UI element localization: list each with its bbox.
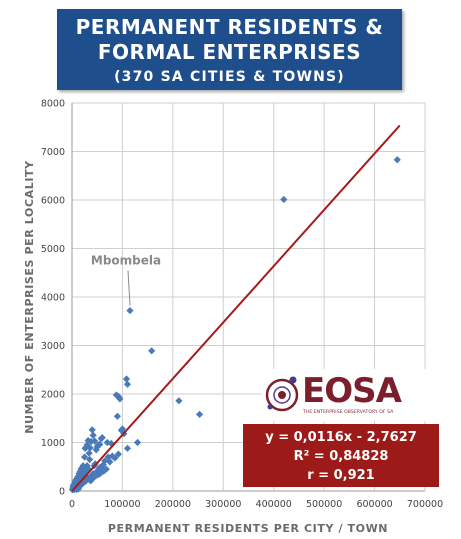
data-point xyxy=(111,454,119,462)
data-point xyxy=(108,452,116,460)
data-point xyxy=(96,464,104,472)
y-tick-labels: 0 1000 2000 3000 4000 5000 6000 7000 8000 xyxy=(41,99,65,498)
title-line-2: FORMAL ENTERPRISES xyxy=(97,40,362,64)
data-point xyxy=(126,306,134,315)
chart-title-box: PERMANENT RESIDENTS & FORMAL ENTERPRISES… xyxy=(57,9,402,90)
data-point xyxy=(86,455,94,464)
data-point xyxy=(88,426,96,434)
r-squared: R² = 0,84828 xyxy=(293,449,389,464)
y-tick-label: 8000 xyxy=(41,99,65,110)
data-point xyxy=(106,458,114,466)
x-tick-label: 500000 xyxy=(306,499,342,510)
y-tick-label: 2000 xyxy=(41,390,65,401)
data-point xyxy=(81,453,89,461)
data-point xyxy=(89,431,97,439)
x-tick-labels: 0 100000 200000 300000 400000 500000 600000 700… xyxy=(69,499,443,510)
data-point xyxy=(93,443,101,451)
y-tick-label: 3000 xyxy=(41,341,65,352)
data-point xyxy=(195,410,204,418)
y-axis-title: NUMBER OF ENTERPRISES PER LOCALITY xyxy=(23,160,36,434)
data-point xyxy=(92,446,100,454)
trendline xyxy=(71,124,401,492)
data-point xyxy=(104,453,112,461)
logo-tagline: THE ENTERPRISE OBSERVATORY OF SA xyxy=(303,410,394,415)
y-tick-label: 1000 xyxy=(41,438,65,449)
data-point xyxy=(123,380,132,388)
data-point xyxy=(114,450,122,458)
correlation-r: r = 0,921 xyxy=(307,468,375,483)
logo-text: EOSA xyxy=(302,371,402,411)
data-point xyxy=(148,347,156,355)
x-tick-label: 0 xyxy=(69,499,75,510)
data-point xyxy=(85,449,93,457)
title-line-1: PERMANENT RESIDENTS & xyxy=(75,15,384,39)
data-point xyxy=(113,412,121,420)
data-point xyxy=(86,444,94,452)
regression-equation: y = 0,0116x - 2,7627 xyxy=(265,430,417,445)
data-point xyxy=(393,156,401,164)
data-point xyxy=(175,397,183,405)
data-point xyxy=(102,465,110,473)
data-point xyxy=(79,462,87,470)
annotation-leader-line xyxy=(127,270,131,306)
x-tick-label: 400000 xyxy=(256,499,292,510)
data-point xyxy=(87,437,95,446)
data-point xyxy=(83,462,91,470)
chart-subtitle: (370 SA CITIES & TOWNS) xyxy=(114,69,345,85)
data-point xyxy=(116,395,124,403)
data-point xyxy=(81,444,89,452)
y-tick-label: 5000 xyxy=(41,244,65,255)
y-tick-label: 4000 xyxy=(41,293,65,304)
regression-box: y = 0,0116x - 2,7627 R² = 0,84828 r = 0,… xyxy=(243,424,439,487)
annotation-mbombela: Mbombela xyxy=(91,254,161,268)
data-point xyxy=(92,472,100,480)
data-point xyxy=(280,195,288,204)
data-point xyxy=(123,444,132,452)
y-tick-label: 7000 xyxy=(41,147,65,158)
data-point xyxy=(91,437,99,445)
x-axis-title: PERMANENT RESIDENTS PER CITY / TOWN xyxy=(108,522,388,535)
y-tick-label: 6000 xyxy=(41,196,65,207)
data-point xyxy=(114,392,122,401)
x-tick-label: 600000 xyxy=(356,499,392,510)
orbit-icon xyxy=(265,376,299,412)
y-tick-label: 0 xyxy=(59,487,65,498)
x-tick-label: 200000 xyxy=(155,499,191,510)
data-point xyxy=(103,438,111,447)
data-point xyxy=(122,375,131,383)
data-point xyxy=(97,435,105,443)
data-point xyxy=(107,439,115,448)
x-tick-label: 700000 xyxy=(407,499,443,510)
data-point xyxy=(133,438,142,447)
x-tick-label: 100000 xyxy=(104,499,140,510)
eosa-logo: EOSA THE ENTERPRISE OBSERVATORY OF SA xyxy=(262,369,430,421)
x-tick-label: 300000 xyxy=(205,499,241,510)
data-point xyxy=(85,474,93,482)
